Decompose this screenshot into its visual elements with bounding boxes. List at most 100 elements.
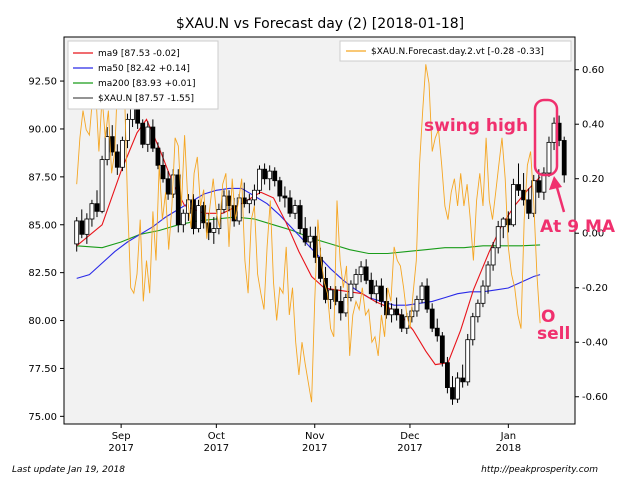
candle-body <box>348 283 354 298</box>
candle-body <box>287 197 293 214</box>
candle <box>94 190 100 218</box>
candle-body <box>546 141 552 174</box>
candle <box>424 278 430 313</box>
candle <box>74 217 80 252</box>
candle <box>120 136 125 172</box>
candle-body <box>551 122 557 143</box>
candle <box>480 280 486 308</box>
right-tick-label: -0.40 <box>582 338 608 349</box>
right-tick-label: 0.20 <box>582 174 604 185</box>
candle-body <box>465 339 471 383</box>
candle <box>221 190 227 214</box>
ma50-line <box>76 187 541 306</box>
right-tick-label: -0.20 <box>582 283 608 294</box>
candle-body <box>307 235 313 243</box>
candle <box>353 268 359 290</box>
candle <box>145 121 151 152</box>
axes: 75.00 77.50 80.00 82.50 85.00 87.50 90.00 92.50… <box>28 65 608 454</box>
candle-body <box>455 377 460 400</box>
candle <box>160 151 166 183</box>
candle <box>394 297 400 321</box>
candle <box>389 303 394 323</box>
footer-url: http://peakprosperity.com <box>481 465 598 475</box>
annotation-sell: sell <box>537 324 570 344</box>
candle <box>526 188 532 220</box>
candle-body <box>323 277 328 300</box>
candle-body <box>79 220 85 235</box>
candle <box>460 364 466 388</box>
legend-label-xau: $XAU.N [87.57 -1.55] <box>98 94 194 104</box>
candle-body <box>434 327 440 337</box>
candle-body <box>267 170 273 180</box>
candle <box>399 309 405 333</box>
candle-body <box>145 126 151 145</box>
candle-body <box>257 168 262 191</box>
candle-body <box>328 289 334 300</box>
candle <box>196 199 201 233</box>
candle <box>490 241 496 271</box>
candle-body <box>211 228 217 233</box>
legend-label-ma200: ma200 [83.93 +0.01] <box>98 79 196 89</box>
candle <box>455 372 460 403</box>
candle <box>373 280 379 304</box>
x-tick-month: Nov <box>305 431 325 442</box>
candle-body <box>282 195 288 199</box>
legend-label-forecast: $XAU.N.Forecast.day.2.vt [-0.28 -0.33] <box>371 47 544 57</box>
candle <box>297 199 303 235</box>
candle <box>79 209 85 239</box>
annotations: swing high At 9 MA O sell <box>424 98 616 344</box>
candle-body <box>277 180 283 197</box>
candle-body <box>155 147 161 166</box>
candle-body <box>120 140 125 168</box>
right-tick-label: 0.60 <box>582 65 604 76</box>
candle <box>211 217 217 244</box>
candle <box>378 278 384 308</box>
candle-body <box>89 203 95 220</box>
candle-body <box>236 197 242 222</box>
candle-body <box>343 297 349 314</box>
x-tick-month: Oct <box>208 431 225 442</box>
candle <box>99 155 105 214</box>
candle-body <box>221 195 227 210</box>
candle-body <box>373 285 379 295</box>
x-tick-year: 2017 <box>204 443 229 454</box>
candle <box>368 272 374 300</box>
candle <box>277 176 283 202</box>
candle <box>470 312 476 346</box>
x-tick-year: 2017 <box>302 443 327 454</box>
candle <box>292 199 298 220</box>
candle <box>333 286 339 306</box>
candle <box>150 119 156 152</box>
candle-body <box>84 218 90 235</box>
candle-body <box>541 172 547 193</box>
candle-body <box>419 285 425 300</box>
right-tick-label: -0.60 <box>582 392 608 403</box>
chart-title: $XAU.N vs Forecast day (2) [2018-01-18] <box>176 16 464 32</box>
right-tick-label: 0.00 <box>582 229 604 240</box>
left-tick-label: 77.50 <box>28 364 57 375</box>
candle-body <box>526 199 532 214</box>
legend-left: ma9 [87.53 -0.02] ma50 [82.42 +0.14] ma2… <box>67 40 219 110</box>
candle <box>363 259 369 285</box>
candle <box>140 119 146 149</box>
left-tick-label: 82.50 <box>28 268 57 279</box>
candle-body <box>536 180 542 193</box>
candle-body <box>175 174 181 226</box>
annotation-arrow-head <box>549 176 562 190</box>
legend-label-ma50: ma50 [82.42 +0.14] <box>98 64 190 74</box>
candle <box>439 332 445 367</box>
candle-body <box>104 136 110 161</box>
candle <box>180 209 186 233</box>
candle-body <box>561 140 567 176</box>
candle <box>505 211 511 233</box>
candle-body <box>485 264 491 287</box>
candle <box>338 286 344 321</box>
candle <box>546 136 552 177</box>
candle-body <box>333 289 339 302</box>
candle-body <box>165 178 171 195</box>
candle-body <box>429 308 435 329</box>
candle-body <box>439 335 445 364</box>
right-tick-label: 0.40 <box>582 120 604 131</box>
candle-body <box>150 126 156 149</box>
candle <box>495 220 501 254</box>
